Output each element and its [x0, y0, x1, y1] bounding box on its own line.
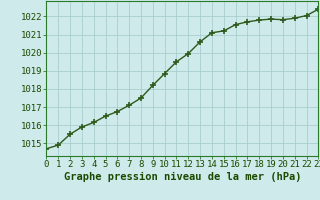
X-axis label: Graphe pression niveau de la mer (hPa): Graphe pression niveau de la mer (hPa): [64, 172, 301, 182]
